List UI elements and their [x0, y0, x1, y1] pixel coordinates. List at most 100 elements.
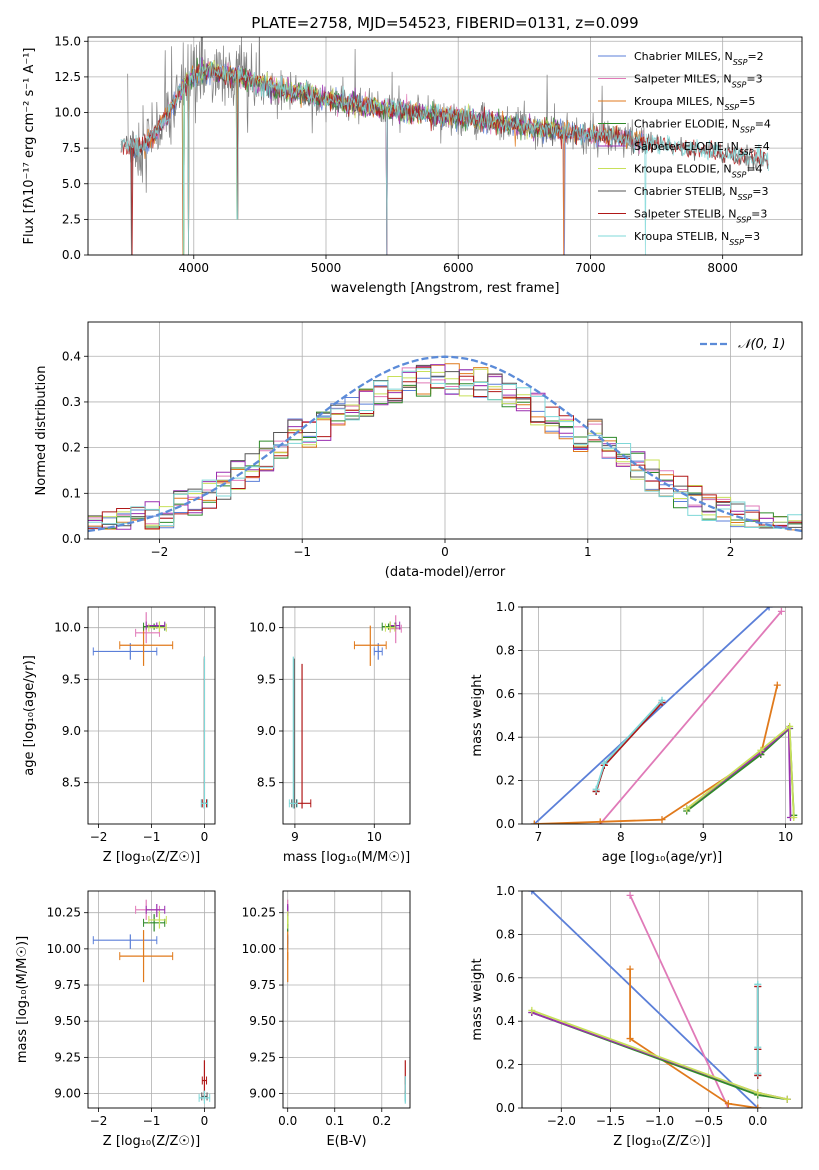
data-point-kroupa_miles: [119, 625, 174, 666]
weight-marker: [683, 805, 691, 813]
x-axis-label: (data-model)/error: [385, 565, 506, 580]
legend-label: Chabrier ELODIE, NSSP=4: [634, 118, 771, 135]
legend-label-sub: SSP: [724, 103, 739, 112]
weight-marker: [530, 820, 538, 824]
y-tick-label: 7.5: [62, 141, 81, 155]
y-tick-label: 10.25: [47, 906, 81, 920]
data-point-chabrier_miles: [92, 643, 158, 660]
y-tick-label: 2.5: [62, 212, 81, 226]
x-axis-label: Z [log₁₀(Z/Z☉)]: [103, 850, 200, 865]
y-tick-label: 10.0: [54, 106, 81, 120]
legend-label-tail: =4: [754, 140, 770, 153]
panel-residuals: −2 −1 0 1 2 0.0 0.1 0.2 0.3 0.4 (data-model)/error…: [34, 321, 803, 580]
x-tick-label: 0.1: [325, 1114, 344, 1128]
plot-area: [120, 37, 769, 255]
weight-marker: [528, 891, 536, 895]
x-tick-label: −1: [143, 1114, 161, 1128]
legend-label-main: Kroupa STELIB, N: [634, 230, 729, 243]
weight-line: [533, 607, 770, 824]
data-point-salpeter_elodie: [145, 904, 166, 918]
weight-marker: [724, 1100, 732, 1108]
x-tick-label: −1: [293, 545, 311, 559]
weight-series-kroupa_elodie: [683, 722, 798, 821]
plot-area: [92, 899, 211, 1104]
y-tick-label: 10.0: [249, 621, 276, 635]
x-tick-label: 9: [291, 830, 299, 844]
legend-label-main: Chabrier STELIB, N: [634, 185, 738, 198]
legend-label-sub: SSP: [740, 125, 755, 134]
y-tick-label: 9.50: [249, 1014, 276, 1028]
y-tick-label: 9.0: [62, 724, 81, 738]
y-tick-label: 0.0: [496, 817, 515, 831]
x-axis-label: Z [log₁₀(Z/Z☉)]: [103, 1134, 200, 1149]
y-axis-label: mass weight: [470, 674, 485, 756]
x-tick-label: 10: [367, 830, 382, 844]
weight-line: [686, 726, 795, 816]
plot-area: [530, 607, 798, 824]
x-tick-label: 1: [584, 545, 592, 559]
y-axis-label: mass [log₁₀(M/M☉)]: [15, 936, 30, 1063]
y-tick-label: 0.2: [62, 441, 81, 455]
data-point-salpeter_stelib: [201, 1060, 208, 1097]
data-point-kroupa_elodie: [148, 911, 167, 929]
x-axis-label: wavelength [Angstrom, rest frame]: [331, 281, 560, 296]
y-tick-label: 0.8: [496, 927, 515, 941]
y-tick-label: 10.25: [242, 906, 276, 920]
x-tick-label: 6000: [443, 261, 474, 275]
x-tick-label: −1.5: [596, 1114, 625, 1128]
panel-weight_vs_Z: −2.0 −1.5 −1.0 −0.5 0.0 0.0 0.2 0.4 0.6 0.8 1.0 Z […: [470, 884, 803, 1149]
legend-label-sub: SSP: [733, 58, 748, 67]
data-point-chabrier_miles: [373, 643, 383, 660]
model-spectrum-chabrier_stelib: [120, 63, 769, 255]
weight-marker: [754, 980, 762, 988]
legend-label-sub: SSP: [736, 215, 751, 224]
legend-label-sub: SSP: [739, 148, 754, 157]
weight-line: [686, 724, 795, 818]
y-tick-label: 9.50: [54, 1014, 81, 1028]
y-tick-label: 0.4: [62, 349, 81, 363]
panel-age_vs_Z: −2 −1 0 8.5 9.0 9.5 10.0 Z [log₁₀(Z/Z☉)] age [lo…: [22, 606, 216, 865]
weight-marker: [658, 696, 666, 704]
x-tick-label: 4000: [179, 261, 210, 275]
y-axis-label: mass weight: [470, 958, 485, 1040]
legend-label-tail: =4: [746, 163, 762, 176]
x-tick-label: −0.5: [694, 1114, 723, 1128]
x-axis-label: mass [log₁₀(M/M☉)]: [283, 850, 410, 865]
axes-frame: [282, 890, 411, 1109]
y-tick-label: 0.4: [496, 1014, 515, 1028]
plot-area: [288, 615, 402, 809]
legend-label: Salpeter STELIB, NSSP=3: [634, 208, 767, 225]
y-axis-label: age [log₁₀(age/yr)]: [22, 655, 37, 776]
legend-label-gaussian: 𝒩(0, 1): [738, 337, 785, 352]
legend-label-sub: SSP: [729, 238, 744, 247]
legend-label-main: Chabrier ELODIE, N: [634, 118, 740, 131]
y-tick-label: 0.2: [496, 774, 515, 788]
plot-area: [287, 899, 406, 1104]
y-tick-label: 8.5: [62, 776, 81, 790]
y-axis-label: Normed distribution: [34, 366, 49, 496]
axes-frame: [87, 321, 803, 540]
weight-series-kroupa_miles: [530, 681, 781, 824]
y-tick-label: 10.0: [54, 621, 81, 635]
weight-series-salpeter_miles: [596, 607, 785, 824]
x-tick-label: −2: [90, 830, 108, 844]
x-tick-label: 0.0: [748, 1114, 767, 1128]
y-tick-label: 9.5: [62, 672, 81, 686]
y-tick-label: 10.00: [242, 942, 276, 956]
y-tick-label: 0.4: [496, 730, 515, 744]
y-tick-label: 15.0: [54, 34, 81, 48]
model-spectrum-salpeter_miles: [132, 61, 644, 255]
y-tick-label: 9.00: [54, 1087, 81, 1101]
y-tick-label: 5.0: [62, 177, 81, 191]
legend-label: Chabrier STELIB, NSSP=3: [634, 185, 768, 202]
plot-area: [92, 612, 209, 809]
legend-label-tail: =4: [755, 118, 771, 131]
x-tick-label: 7: [535, 830, 543, 844]
panel-mass_vs_ebv: 0.0 0.1 0.2 9.00 9.25 9.50 9.75 10.00 10.25 E(B-V…: [242, 890, 411, 1149]
weight-marker: [757, 746, 765, 754]
y-tick-label: 9.0: [257, 724, 276, 738]
weight-marker: [754, 1089, 762, 1097]
data-point-chabrier_miles: [92, 934, 158, 949]
